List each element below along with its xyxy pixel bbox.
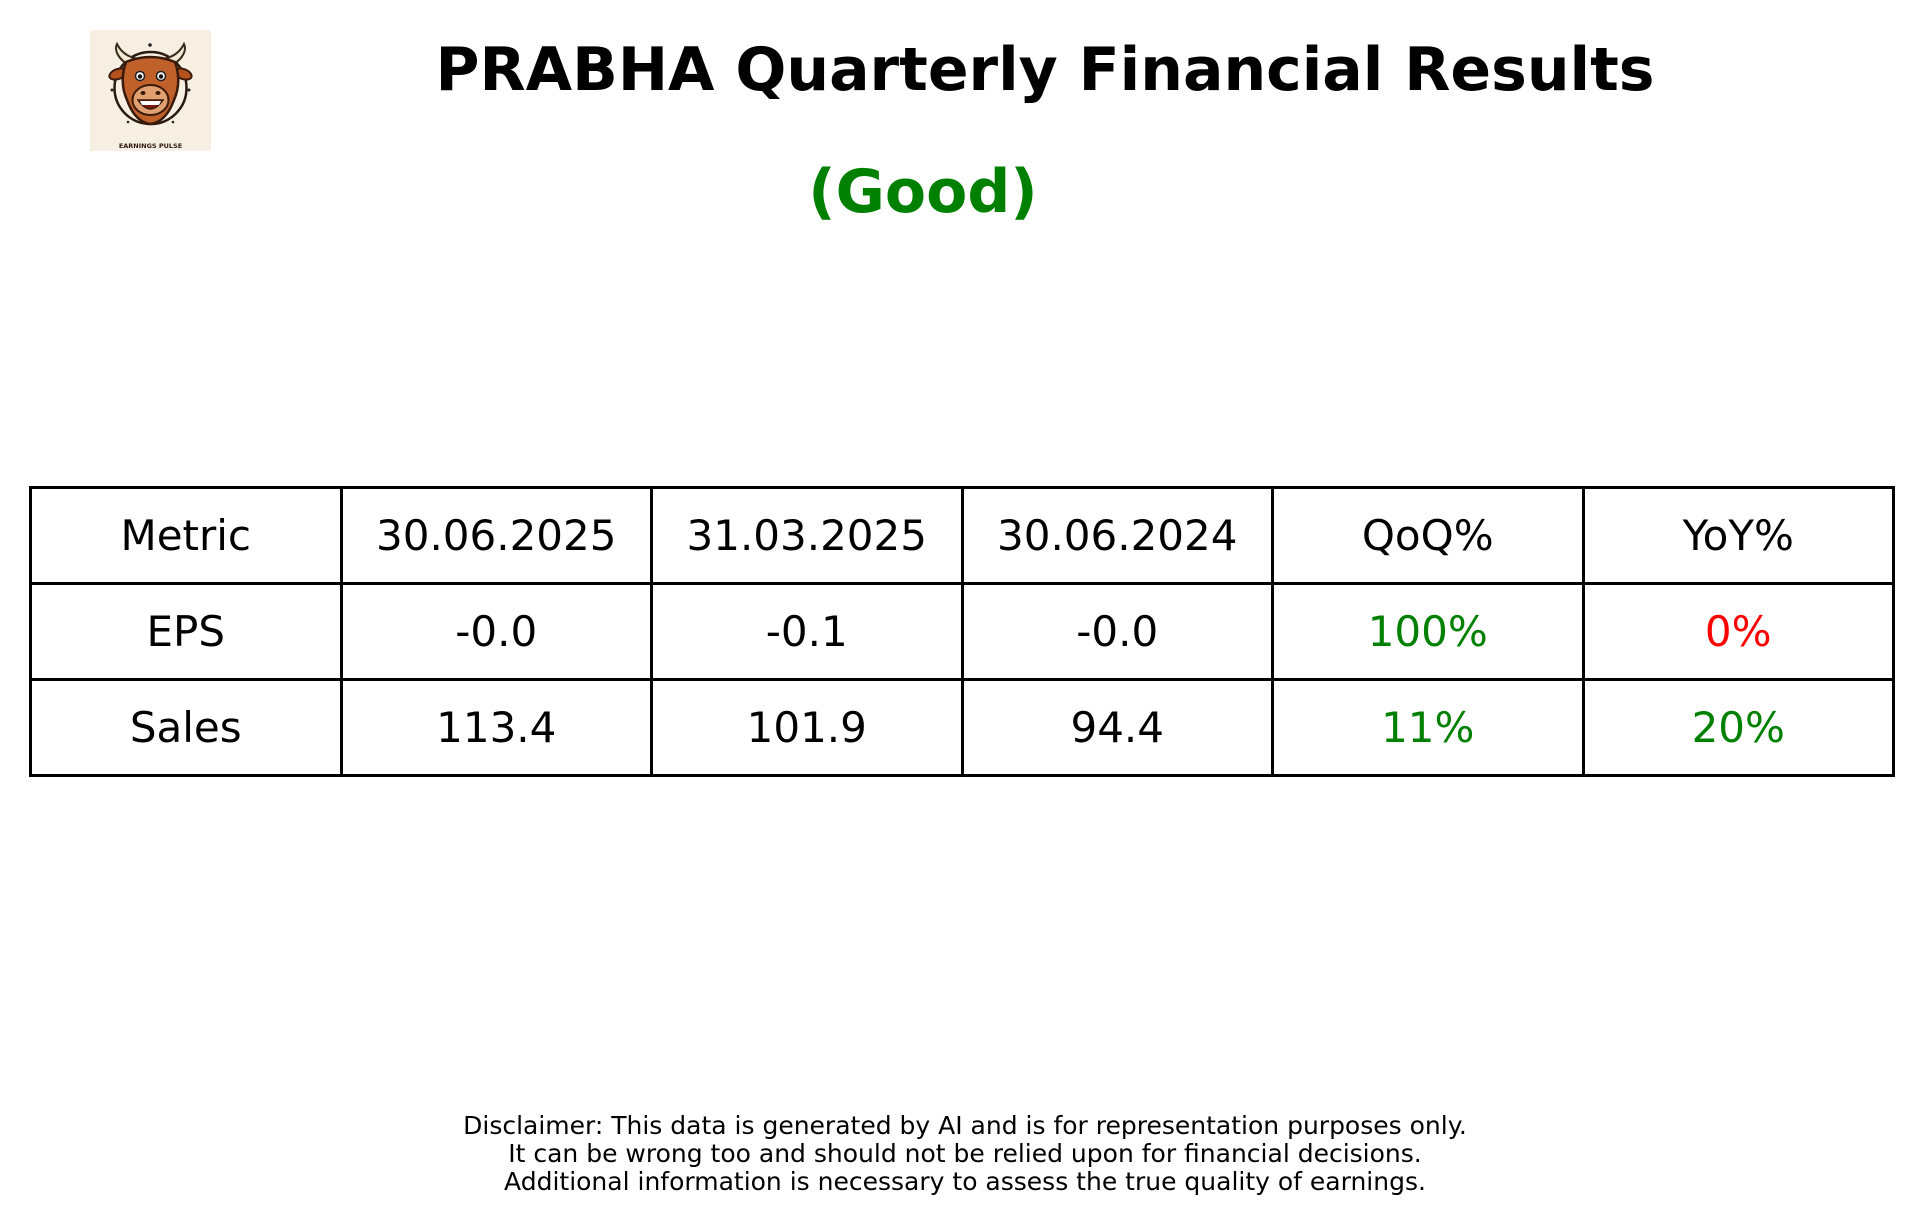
metric-cell: Sales: [29, 678, 343, 777]
value-cell: -0.0: [960, 582, 1274, 681]
disclaimer-line: Additional information is necessary to a…: [504, 1167, 1426, 1196]
value-cell: -0.1: [650, 582, 964, 681]
metric-cell: EPS: [29, 582, 343, 681]
disclaimer-line: It can be wrong too and should not be re…: [508, 1139, 1422, 1168]
page-title: PRABHA Quarterly Financial Results: [435, 35, 1655, 105]
yoy-cell: 0%: [1581, 582, 1895, 681]
value-cell: 113.4: [339, 678, 653, 777]
qoq-cell: 11%: [1271, 678, 1585, 777]
disclaimer-line: Disclaimer: This data is generated by AI…: [463, 1111, 1467, 1140]
column-header-metric: Metric: [29, 486, 343, 585]
results-table: Metric 30.06.2025 31.03.2025 30.06.2024 …: [29, 486, 1895, 777]
column-header-year-ago-quarter: 30.06.2024: [960, 486, 1274, 585]
value-cell: -0.0: [339, 582, 653, 681]
earnings-pulse-logo: EARNINGS PULSE: [90, 30, 211, 151]
table-header-row: Metric 30.06.2025 31.03.2025 30.06.2024 …: [29, 486, 1895, 585]
yoy-cell: 20%: [1581, 678, 1895, 777]
table-row: Sales 113.4 101.9 94.4 11% 20%: [29, 678, 1895, 777]
table-row: EPS -0.0 -0.1 -0.0 100% 0%: [29, 582, 1895, 681]
bull-mascot-icon: [108, 41, 193, 126]
column-header-yoy: YoY%: [1581, 486, 1895, 585]
qoq-cell: 100%: [1271, 582, 1585, 681]
logo-caption: EARNINGS PULSE: [118, 142, 183, 150]
column-header-qoq: QoQ%: [1271, 486, 1585, 585]
column-header-previous-quarter: 31.03.2025: [650, 486, 964, 585]
value-cell: 101.9: [650, 678, 964, 777]
column-header-current-quarter: 30.06.2025: [339, 486, 653, 585]
value-cell: 94.4: [960, 678, 1274, 777]
disclaimer: Disclaimer: This data is generated by AI…: [0, 1112, 1919, 1196]
rating-label: (Good): [808, 157, 1038, 227]
